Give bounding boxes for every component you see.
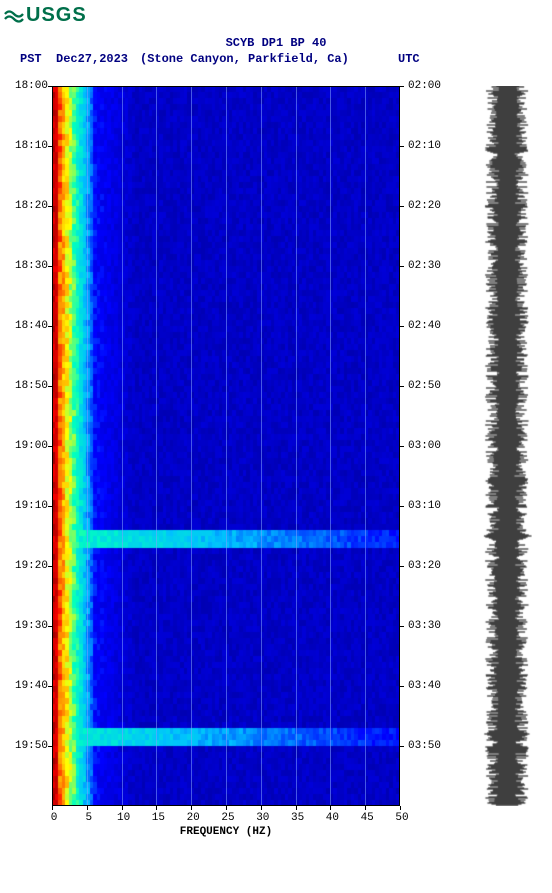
- xtick-mark: [156, 806, 157, 810]
- ytick-left: 18:40: [4, 320, 48, 332]
- xtick: 25: [218, 812, 238, 824]
- xtick: 0: [44, 812, 64, 824]
- xtick-mark: [261, 806, 262, 810]
- ytick-mark-right: [400, 326, 404, 327]
- spectrogram-plot: [52, 86, 400, 806]
- waveform-canvas: [482, 86, 532, 806]
- xtick-mark: [226, 806, 227, 810]
- xtick: 45: [357, 812, 377, 824]
- xtick-mark: [400, 806, 401, 810]
- ytick-mark-right: [400, 446, 404, 447]
- gridline-v: [226, 86, 227, 806]
- ytick-right: 03:40: [408, 680, 452, 692]
- xtick-mark: [296, 806, 297, 810]
- ytick-mark-right: [400, 206, 404, 207]
- xtick-mark: [87, 806, 88, 810]
- ytick-left: 19:00: [4, 440, 48, 452]
- ytick-mark-right: [400, 146, 404, 147]
- xtick-mark: [122, 806, 123, 810]
- ytick-right: 02:40: [408, 320, 452, 332]
- ytick-mark-left: [48, 86, 52, 87]
- gridline-v: [156, 86, 157, 806]
- xtick: 35: [288, 812, 308, 824]
- gridline-v: [261, 86, 262, 806]
- ytick-left: 19:40: [4, 680, 48, 692]
- ytick-left: 18:20: [4, 200, 48, 212]
- ytick-mark-left: [48, 746, 52, 747]
- ytick-mark-left: [48, 506, 52, 507]
- ytick-left: 18:10: [4, 140, 48, 152]
- plot-border-left: [52, 86, 53, 806]
- ytick-right: 02:50: [408, 380, 452, 392]
- ytick-mark-right: [400, 626, 404, 627]
- ytick-mark-right: [400, 566, 404, 567]
- chart-title: SCYB DP1 BP 40: [0, 36, 552, 50]
- ytick-left: 19:10: [4, 500, 48, 512]
- gridline-v: [296, 86, 297, 806]
- gridline-v: [122, 86, 123, 806]
- gridline-v: [365, 86, 366, 806]
- ytick-right: 03:20: [408, 560, 452, 572]
- ytick-mark-left: [48, 326, 52, 327]
- usgs-wave-icon: [4, 6, 24, 26]
- tz-right-label: UTC: [398, 52, 420, 66]
- ytick-mark-right: [400, 506, 404, 507]
- ytick-mark-left: [48, 686, 52, 687]
- waveform-plot: [482, 86, 532, 806]
- ytick-right: 02:20: [408, 200, 452, 212]
- ytick-mark-left: [48, 206, 52, 207]
- xtick: 20: [183, 812, 203, 824]
- ytick-left: 18:30: [4, 260, 48, 272]
- ytick-mark-left: [48, 266, 52, 267]
- ytick-left: 18:00: [4, 80, 48, 92]
- xtick: 30: [253, 812, 273, 824]
- date-label: Dec27,2023: [56, 52, 128, 66]
- ytick-mark-left: [48, 146, 52, 147]
- tz-left-label: PST: [20, 52, 42, 66]
- ytick-left: 19:50: [4, 740, 48, 752]
- station-label: (Stone Canyon, Parkfield, Ca): [140, 52, 349, 66]
- gridline-v: [87, 86, 88, 806]
- ytick-right: 02:30: [408, 260, 452, 272]
- ytick-mark-left: [48, 386, 52, 387]
- ytick-mark-right: [400, 386, 404, 387]
- ytick-left: 19:20: [4, 560, 48, 572]
- x-axis-label: FREQUENCY (HZ): [52, 826, 400, 838]
- ytick-mark-left: [48, 626, 52, 627]
- xtick-mark: [52, 806, 53, 810]
- xtick: 5: [79, 812, 99, 824]
- xtick-mark: [330, 806, 331, 810]
- plot-border-top: [52, 86, 400, 87]
- ytick-mark-right: [400, 86, 404, 87]
- ytick-right: 02:00: [408, 80, 452, 92]
- ytick-left: 19:30: [4, 620, 48, 632]
- ytick-mark-right: [400, 746, 404, 747]
- ytick-right: 03:30: [408, 620, 452, 632]
- usgs-logo: USGS: [4, 4, 87, 27]
- ytick-left: 18:50: [4, 380, 48, 392]
- ytick-right: 03:50: [408, 740, 452, 752]
- xtick-mark: [191, 806, 192, 810]
- ytick-right: 03:10: [408, 500, 452, 512]
- usgs-logo-text: USGS: [26, 4, 87, 27]
- ytick-mark-right: [400, 686, 404, 687]
- ytick-mark-left: [48, 446, 52, 447]
- xtick: 10: [114, 812, 134, 824]
- xtick: 15: [148, 812, 168, 824]
- gridline-v: [191, 86, 192, 806]
- gridline-v: [330, 86, 331, 806]
- ytick-mark-left: [48, 566, 52, 567]
- ytick-right: 02:10: [408, 140, 452, 152]
- ytick-right: 03:00: [408, 440, 452, 452]
- xtick-mark: [365, 806, 366, 810]
- xtick: 40: [322, 812, 342, 824]
- ytick-mark-right: [400, 266, 404, 267]
- xtick: 50: [392, 812, 412, 824]
